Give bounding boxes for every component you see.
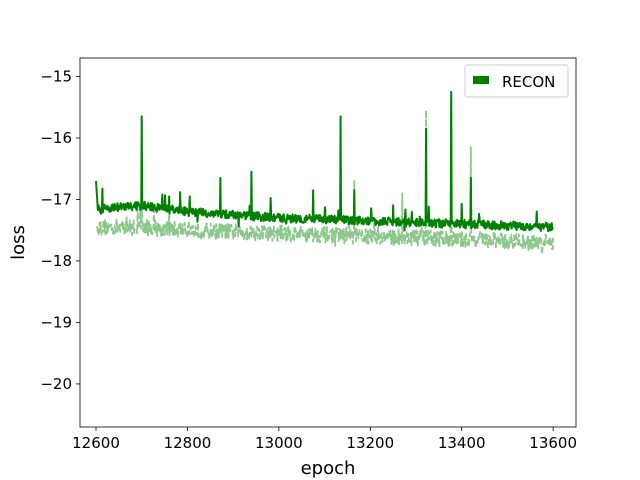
- series-line-recon: [95, 90, 554, 233]
- series-line-dashed: [95, 97, 555, 255]
- x-axis-label: epoch: [301, 458, 356, 479]
- plot-frame: [79, 57, 577, 428]
- legend: RECON: [464, 64, 569, 98]
- y-tick-label: −18: [40, 252, 72, 270]
- y-tick-label: −16: [40, 129, 72, 147]
- x-tick-label: 13200: [346, 434, 394, 452]
- y-tick-label: −15: [40, 67, 72, 85]
- x-tick-label: 12600: [72, 434, 120, 452]
- legend-swatch-recon: [473, 76, 489, 84]
- x-tick-label: 13600: [529, 434, 577, 452]
- legend-box: [464, 64, 569, 98]
- y-tick-label: −20: [40, 375, 72, 393]
- series-lines: [95, 90, 555, 255]
- y-tick-label: −17: [40, 190, 72, 208]
- x-tick-label: 12800: [164, 434, 212, 452]
- legend-label-recon: RECON: [502, 73, 555, 91]
- axis-ticks: 12600 12800 13000 13200 13400 13600 −15 −16 −17 −…: [40, 67, 577, 452]
- y-tick-label: −19: [40, 313, 72, 331]
- x-tick-label: 13400: [438, 434, 486, 452]
- y-axis-label: loss: [8, 225, 29, 260]
- x-tick-label: 13000: [255, 434, 303, 452]
